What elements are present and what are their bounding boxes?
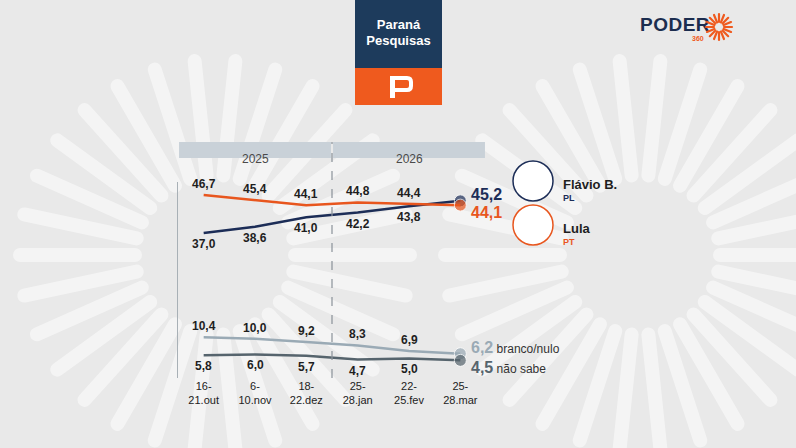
- svg-text:45,4: 45,4: [243, 182, 267, 196]
- svg-text:25-28.jan: 25-28.jan: [343, 380, 373, 406]
- svg-text:46,7: 46,7: [192, 177, 216, 191]
- svg-text:22-25.fev: 22-25.fev: [394, 380, 424, 406]
- svg-text:44,8: 44,8: [346, 184, 370, 198]
- svg-text:6-10.nov: 6-10.nov: [238, 380, 272, 406]
- svg-text:44,1: 44,1: [294, 187, 318, 201]
- svg-text:38,6: 38,6: [243, 231, 267, 245]
- svg-text:PL: PL: [563, 193, 575, 203]
- svg-text:44,1: 44,1: [471, 204, 502, 221]
- svg-text:Flávio B.: Flávio B.: [563, 177, 617, 192]
- html-text:PODER: PODER: [640, 14, 711, 35]
- svg-text:37,0: 37,0: [192, 237, 216, 251]
- svg-text:45,2: 45,2: [471, 186, 502, 203]
- html-text:Paraná Pesquisas: Paraná Pesquisas: [366, 17, 431, 48]
- svg-text:4,5 não sabe: 4,5 não sabe: [471, 359, 546, 376]
- svg-text:PT: PT: [563, 237, 575, 247]
- svg-text:42,2: 42,2: [346, 217, 370, 231]
- html-text:360: 360: [692, 35, 704, 42]
- svg-text:16-21.out: 16-21.out: [188, 380, 219, 406]
- svg-text:43,8: 43,8: [397, 210, 421, 224]
- svg-text:41,0: 41,0: [294, 221, 318, 235]
- svg-text:10,4: 10,4: [192, 319, 216, 333]
- svg-text:6,9: 6,9: [401, 333, 418, 347]
- svg-text:44,4: 44,4: [397, 186, 421, 200]
- svg-text:Lula: Lula: [563, 221, 590, 236]
- svg-text:18-22.dez: 18-22.dez: [290, 380, 323, 406]
- svg-text:10,0: 10,0: [243, 321, 267, 335]
- svg-text:5,8: 5,8: [195, 359, 212, 373]
- svg-text:5,7: 5,7: [298, 360, 315, 374]
- svg-text:6,0: 6,0: [247, 358, 264, 372]
- svg-text:2026: 2026: [396, 152, 423, 166]
- svg-text:4,7: 4,7: [349, 364, 366, 378]
- svg-text:25-28.mar: 25-28.mar: [443, 380, 478, 406]
- svg-text:8,3: 8,3: [349, 327, 366, 341]
- svg-text:9,2: 9,2: [298, 324, 315, 338]
- svg-text:2025: 2025: [242, 152, 269, 166]
- svg-text:5,0: 5,0: [401, 362, 418, 376]
- svg-text:6,2 branco/nulo: 6,2 branco/nulo: [471, 339, 560, 356]
